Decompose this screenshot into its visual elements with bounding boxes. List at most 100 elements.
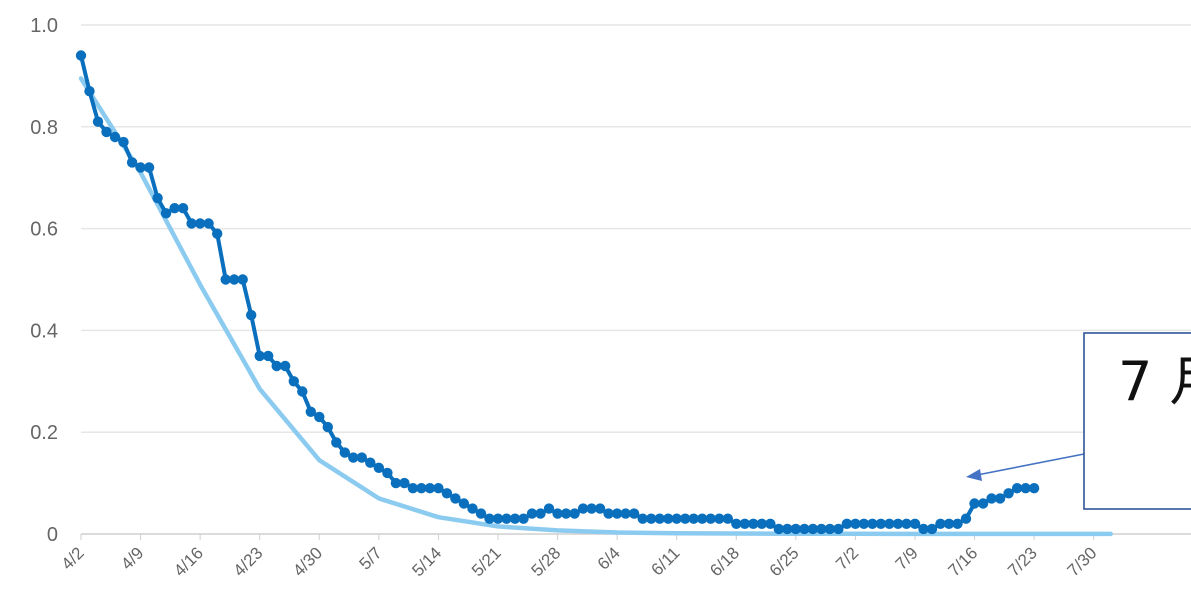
observed-point [177,203,189,214]
fit-curve-line [78,76,1113,537]
x-axis-tick-labels: 4/2 4/9 4/16 4/23 4/30 5/7 5/14 5/21 5/28 6/4 6/11… [58,534,1101,580]
observed-point [186,218,197,229]
observed-point [994,493,1006,504]
observed-point [518,513,529,524]
callout-arrowhead [966,469,982,481]
x-tick-label: 7/23 [1004,543,1041,580]
observed-point [288,376,299,387]
observed-point [884,518,895,529]
observed-point [1011,483,1023,494]
observed-series [75,50,1040,535]
observed-point [952,518,963,529]
observed-point [373,462,384,473]
observed-point [424,483,436,494]
fit-curve-series [78,76,1113,537]
observed-point [790,523,801,535]
observed-point [126,157,138,168]
observed-point [535,508,546,519]
y-tick-label: 0 [47,524,58,546]
observed-point [935,518,946,529]
observed-point [492,513,504,524]
observed-point [339,447,350,458]
observed-point [484,513,495,524]
observed-point [918,523,929,535]
observed-point [152,192,163,204]
observed-point [135,162,146,173]
observed-point [841,518,853,529]
x-tick-label: 5/14 [408,543,445,580]
x-tick-label: 6/4 [594,543,624,573]
observed-point [773,523,784,535]
observed-point [569,508,580,519]
y-tick-label: 1.0 [30,15,58,37]
observed-point [577,503,589,514]
observed-point [875,518,887,529]
observed-point [663,513,674,524]
observed-point [169,203,180,214]
observed-point [450,493,461,504]
x-tick-label: 4/23 [230,543,267,580]
observed-point [280,360,291,372]
observed-point [552,508,563,519]
observed-point [637,513,648,524]
observed-point [646,513,657,524]
observed-point [501,513,512,524]
x-tick-label: 4/2 [58,543,88,573]
observed-point [1028,483,1040,494]
observed-point [756,518,767,529]
observed-point [390,477,402,489]
observed-point [850,518,861,529]
callout-arrow [971,453,1085,477]
observed-point [603,508,614,519]
observed-point [526,508,538,519]
observed-point [212,228,223,239]
observed-point [901,518,912,529]
x-tick-label: 4/30 [289,543,326,580]
observed-point [977,498,989,509]
observed-point [765,518,776,529]
observed-point [586,503,597,514]
observed-point [628,508,640,519]
callout-text: 7 月 [1118,350,1191,413]
y-tick-label: 0.8 [30,117,58,139]
y-tick-label: 0.4 [30,320,58,342]
observed-point [909,518,921,529]
observed-point [143,162,155,173]
observed-point [892,518,904,529]
x-tick-label: 4/16 [170,543,207,580]
observed-point [246,309,257,321]
observed-point [229,274,240,285]
observed-point [714,513,725,524]
observed-point [160,208,172,219]
x-tick-label: 4/9 [117,543,147,573]
observed-point [807,523,819,535]
observed-point [365,457,376,468]
observed-point [254,350,265,362]
observed-point [782,523,793,535]
observed-point [858,518,870,529]
observed-point [203,218,214,229]
callout-annotation: 7 月 [966,332,1191,510]
observed-point [263,350,274,362]
observed-point [416,483,427,494]
observed-point [594,503,606,514]
callout-box [1083,332,1191,510]
x-tick-label: 5/7 [356,543,386,573]
observed-point [407,483,419,494]
x-tick-label: 5/28 [528,543,565,580]
x-tick-label: 7/16 [945,543,982,580]
observed-point [101,126,112,138]
observed-point [543,503,555,514]
observed-point [969,498,980,509]
observed-point [722,513,733,524]
observed-point [697,513,708,524]
y-tick-label: 0.2 [30,422,58,444]
observed-point [271,360,282,372]
observed-point [84,86,95,97]
observed-point [926,523,938,535]
observed-point [322,421,333,433]
observed-point [92,116,104,127]
x-tick-label: 6/11 [648,543,684,579]
observed-point [305,406,316,417]
observed-point [1020,483,1031,494]
